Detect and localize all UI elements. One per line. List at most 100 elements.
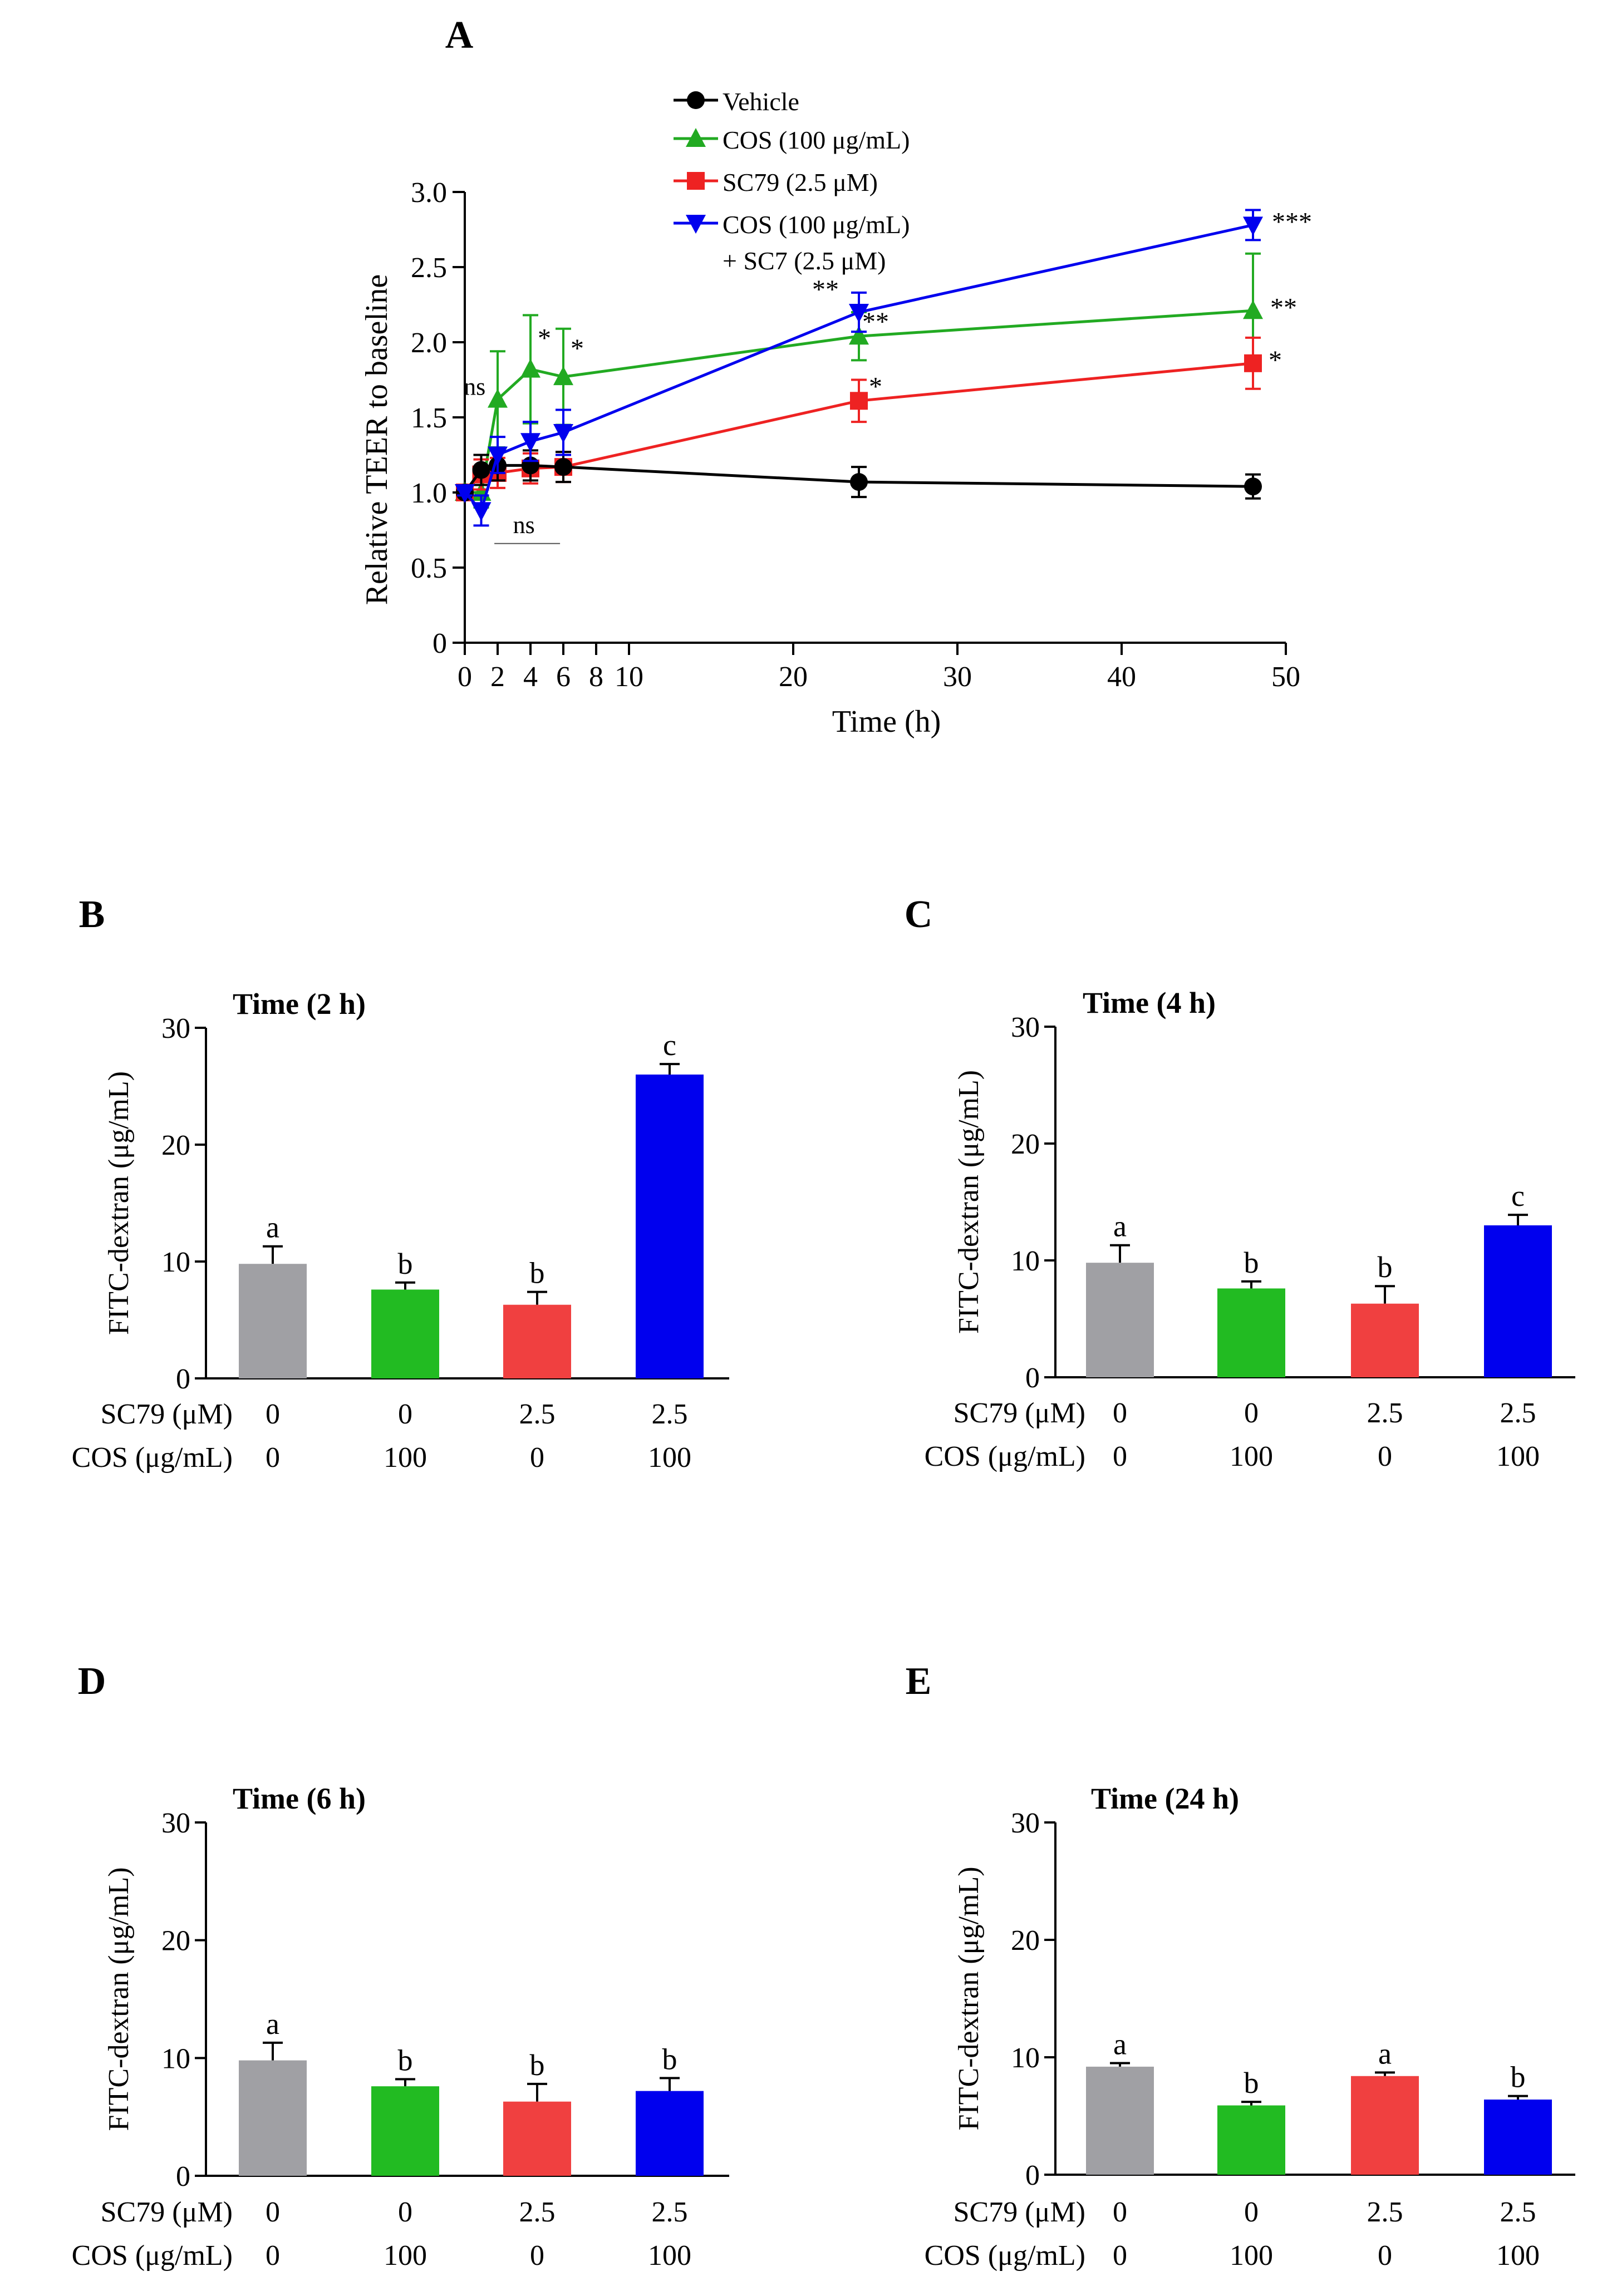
- a-y-tick-label: 0: [433, 628, 447, 659]
- panel-letter-e: E: [906, 1660, 932, 1703]
- a-y-tick-label: 1.5: [411, 402, 447, 434]
- a-y-tick-label: 3.0: [411, 177, 447, 209]
- a-data-point-cos-sc79: [488, 446, 508, 466]
- b-sc79-row-label: SC79 (μM): [101, 1398, 233, 1430]
- panel-d-bar-chart: 0 10 20 30 FITC-dextran (μg/mL) Time (6 h) a 0 0…: [72, 1782, 729, 2272]
- e-cos-value: 0: [1113, 2240, 1127, 2272]
- c-y-tick-label: 30: [1011, 1012, 1040, 1043]
- a-significance-label: **: [812, 275, 839, 304]
- c-bar: [1351, 1303, 1419, 1377]
- d-group-letter: b: [398, 2043, 413, 2077]
- a-data-point-sc79: [1244, 354, 1262, 372]
- b-cos-value: 100: [384, 1442, 427, 1474]
- e-bar: [1484, 2099, 1552, 2175]
- b-bar: [503, 1304, 571, 1378]
- panel-e-bar-chart: 0 10 20 30 FITC-dextran (μg/mL) Time (24 h) a 0…: [925, 1782, 1575, 2272]
- c-cos-row-label: COS (μg/mL): [925, 1441, 1085, 1472]
- c-bar: [1484, 1225, 1552, 1377]
- a-legend-label-cos: COS (100 μg/mL): [723, 126, 910, 154]
- c-group-letter: a: [1113, 1210, 1127, 1243]
- c-sc79-value: 2.5: [1367, 1397, 1403, 1429]
- d-bar: [636, 2091, 704, 2176]
- d-cos-value: 100: [648, 2240, 691, 2272]
- a-data-point-cos: [1243, 300, 1263, 319]
- a-x-tick-label: 10: [615, 661, 643, 693]
- d-sc79-value: 0: [266, 2196, 280, 2228]
- e-sc79-value: 0: [1113, 2196, 1127, 2228]
- c-cos-value: 0: [1378, 1441, 1392, 1472]
- b-sc79-value: 2.5: [519, 1398, 556, 1430]
- a-legend-label-sc79: SC79 (2.5 μM): [723, 168, 878, 196]
- d-sc79-row-label: SC79 (μM): [101, 2196, 233, 2228]
- e-bar: [1351, 2076, 1419, 2175]
- a-x-axis-title: Time (h): [832, 704, 941, 739]
- e-cos-value: 100: [1496, 2240, 1540, 2272]
- a-significance-label: *: [1269, 346, 1282, 375]
- d-cos-value: 0: [530, 2240, 544, 2272]
- d-sc79-value: 2.5: [652, 2196, 688, 2228]
- c-cos-value: 0: [1113, 1441, 1127, 1472]
- a-significance-label: **: [1270, 293, 1297, 322]
- b-sc79-value: 0: [398, 1398, 412, 1430]
- b-group-letter: b: [530, 1257, 545, 1290]
- b-chart-title: Time (2 h): [233, 987, 366, 1021]
- c-cos-value: 100: [1230, 1441, 1273, 1472]
- e-sc79-value: 2.5: [1500, 2196, 1536, 2228]
- b-y-tick-label: 10: [161, 1246, 190, 1278]
- a-legend-marker-sc79: [687, 172, 705, 190]
- c-sc79-value: 2.5: [1500, 1397, 1536, 1429]
- a-legend-label-cos-sc79: COS (100 μg/mL): [723, 210, 910, 239]
- a-data-point-cos: [520, 358, 540, 378]
- a-legend-label-cos-sc79-line2: + SC7 (2.5 μM): [723, 247, 886, 275]
- b-cos-value: 0: [530, 1442, 544, 1474]
- a-ns-label: ns: [513, 511, 535, 539]
- e-y-axis-title: FITC-dextran (μg/mL): [953, 1866, 985, 2130]
- d-cos-value: 100: [384, 2240, 427, 2272]
- c-y-tick-label: 20: [1011, 1129, 1040, 1160]
- e-group-letter: b: [1244, 2066, 1259, 2100]
- a-data-point-vehicle: [850, 473, 868, 491]
- c-chart-title: Time (4 h): [1083, 986, 1216, 1019]
- a-x-tick-label: 4: [523, 661, 538, 693]
- e-sc79-value: 2.5: [1367, 2196, 1403, 2228]
- c-bar: [1217, 1288, 1285, 1377]
- b-sc79-value: 2.5: [652, 1398, 688, 1430]
- c-sc79-value: 0: [1113, 1397, 1127, 1429]
- b-y-tick-label: 20: [161, 1130, 190, 1161]
- d-bar: [371, 2086, 439, 2176]
- b-group-letter: a: [266, 1211, 279, 1244]
- b-group-letter: c: [663, 1028, 676, 1062]
- b-bar: [239, 1264, 307, 1378]
- a-x-tick-label: 8: [589, 661, 603, 693]
- a-data-point-vehicle: [1244, 477, 1262, 496]
- d-group-letter: a: [266, 2007, 279, 2041]
- panel-letter-c: C: [905, 893, 933, 936]
- e-sc79-row-label: SC79 (μM): [954, 2196, 1085, 2228]
- a-significance-label: *: [869, 372, 882, 401]
- a-data-point-cos-sc79: [553, 424, 573, 443]
- a-y-tick-label: 1.0: [411, 477, 447, 509]
- a-x-tick-label: 50: [1271, 661, 1300, 693]
- a-y-tick-label: 2.5: [411, 252, 447, 284]
- d-cos-value: 0: [266, 2240, 280, 2272]
- d-group-letter: b: [662, 2042, 677, 2076]
- d-bar: [239, 2060, 307, 2176]
- panel-c-bar-chart: 0 10 20 30 FITC-dextran (μg/mL) Time (4 h) a 0 0…: [925, 986, 1575, 1472]
- b-group-letter: b: [398, 1247, 413, 1280]
- e-cos-value: 100: [1230, 2240, 1273, 2272]
- d-y-tick-label: 10: [161, 2043, 190, 2075]
- d-bar: [503, 2101, 571, 2176]
- panel-letter-d: D: [78, 1660, 106, 1703]
- d-sc79-value: 0: [398, 2196, 412, 2228]
- a-legend-marker-vehicle: [687, 91, 705, 109]
- a-data-point-cos-sc79: [471, 502, 492, 521]
- c-cos-value: 100: [1496, 1441, 1540, 1472]
- e-cos-row-label: COS (μg/mL): [925, 2240, 1085, 2272]
- b-cos-value: 0: [266, 1442, 280, 1474]
- panel-b-bar-chart: 0 10 20 30 FITC-dextran (μg/mL) Time (2 h) a 0 0…: [72, 987, 729, 1474]
- d-cos-row-label: COS (μg/mL): [72, 2240, 233, 2272]
- a-y-tick-label: 2.0: [411, 327, 447, 359]
- c-sc79-row-label: SC79 (μM): [954, 1397, 1085, 1429]
- d-y-tick-label: 0: [176, 2161, 190, 2192]
